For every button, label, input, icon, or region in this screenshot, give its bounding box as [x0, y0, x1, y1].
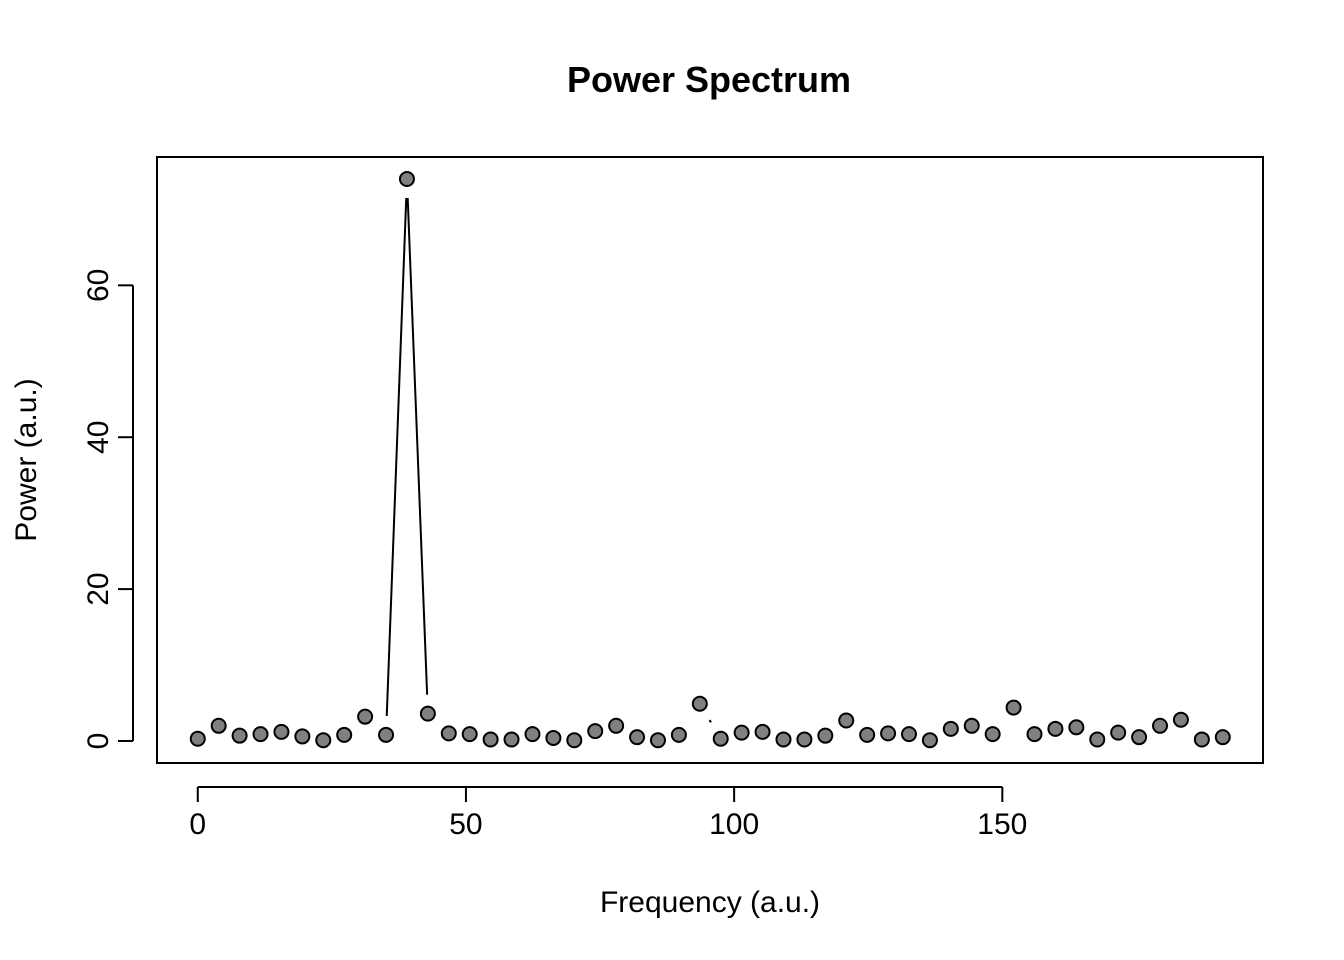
data-point — [503, 731, 520, 748]
data-point — [963, 717, 980, 734]
data-point — [231, 727, 248, 744]
data-point — [880, 725, 897, 742]
data-point — [921, 732, 938, 749]
x-axis: 0 50 100 150 — [189, 786, 1027, 841]
data-point — [336, 726, 353, 743]
data-point — [419, 705, 436, 722]
series-points — [189, 171, 1231, 749]
data-point — [357, 708, 374, 725]
y-tick-label: 60 — [82, 269, 115, 302]
y-axis-label: Power (a.u.) — [10, 378, 43, 541]
y-tick-label: 20 — [82, 572, 115, 605]
data-point — [189, 730, 206, 747]
data-point — [838, 712, 855, 729]
data-point — [1026, 726, 1043, 743]
data-point — [1172, 711, 1189, 728]
series-segment — [708, 719, 712, 723]
data-point — [1089, 731, 1106, 748]
data-point — [461, 726, 478, 743]
data-point — [984, 726, 1001, 743]
data-point — [294, 728, 311, 745]
data-point — [440, 725, 457, 742]
data-point — [754, 723, 771, 740]
data-point — [1047, 720, 1064, 737]
data-point — [1193, 731, 1210, 748]
x-tick-label: 150 — [977, 808, 1027, 841]
data-point — [378, 726, 395, 743]
data-point — [817, 727, 834, 744]
series-segment — [406, 197, 429, 695]
x-axis-label: Frequency (a.u.) — [600, 886, 820, 919]
data-point — [273, 723, 290, 740]
data-point — [210, 717, 227, 734]
data-point — [629, 729, 646, 746]
data-point — [942, 720, 959, 737]
data-point — [691, 695, 708, 712]
data-point — [1131, 729, 1148, 746]
data-point — [587, 723, 604, 740]
data-point — [566, 732, 583, 749]
y-tick-label: 40 — [82, 421, 115, 454]
chart-title: Power Spectrum — [567, 59, 851, 100]
series-line-segments — [385, 197, 712, 723]
data-point — [775, 731, 792, 748]
data-point — [733, 724, 750, 741]
x-tick-label: 50 — [449, 808, 482, 841]
data-point — [712, 730, 729, 747]
data-point — [608, 717, 625, 734]
data-point — [252, 726, 269, 743]
data-point — [649, 732, 666, 749]
data-point — [545, 729, 562, 746]
data-point — [1005, 699, 1022, 716]
plot-frame — [156, 156, 1264, 764]
data-point — [398, 171, 415, 188]
data-point — [1152, 717, 1169, 734]
data-point — [1214, 729, 1231, 746]
data-point — [859, 726, 876, 743]
data-point — [315, 732, 332, 749]
data-point — [482, 731, 499, 748]
data-point — [1068, 719, 1085, 736]
y-axis: 0 20 40 60 — [82, 269, 134, 750]
data-point — [524, 726, 541, 743]
data-point — [900, 726, 917, 743]
x-tick-label: 100 — [709, 808, 759, 841]
x-tick-label: 0 — [189, 808, 206, 841]
y-tick-label: 0 — [82, 733, 115, 750]
data-point — [796, 731, 813, 748]
data-point — [670, 726, 687, 743]
series-segment — [385, 197, 408, 716]
data-point — [1110, 724, 1127, 741]
